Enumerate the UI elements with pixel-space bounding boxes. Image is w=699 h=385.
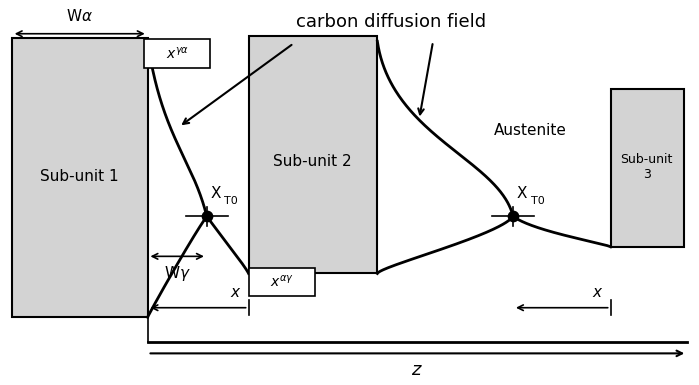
- Text: W$\alpha$: W$\alpha$: [66, 8, 93, 24]
- Text: $z$: $z$: [412, 361, 424, 379]
- Text: W$\gamma$: W$\gamma$: [164, 264, 191, 283]
- Text: X: X: [210, 186, 221, 201]
- Bar: [249, 268, 315, 296]
- Text: carbon diffusion field: carbon diffusion field: [296, 13, 487, 31]
- Text: $x^{\gamma\alpha}$: $x^{\gamma\alpha}$: [166, 46, 189, 62]
- Text: Sub-unit 2: Sub-unit 2: [273, 154, 352, 169]
- Bar: [611, 89, 684, 247]
- Bar: [249, 36, 377, 273]
- Point: [201, 213, 212, 219]
- Text: $x$: $x$: [230, 285, 242, 300]
- Text: $x$: $x$: [592, 285, 604, 300]
- Text: T0: T0: [531, 196, 545, 206]
- Text: X: X: [517, 186, 527, 201]
- Bar: [144, 39, 210, 68]
- Text: T0: T0: [224, 196, 238, 206]
- Text: $x^{\alpha\gamma}$: $x^{\alpha\gamma}$: [270, 274, 294, 290]
- Text: Sub-unit 1: Sub-unit 1: [40, 169, 119, 184]
- Bar: [12, 38, 147, 317]
- Text: Sub-unit
3: Sub-unit 3: [621, 153, 673, 181]
- Text: Austenite: Austenite: [494, 123, 567, 138]
- Point: [507, 213, 519, 219]
